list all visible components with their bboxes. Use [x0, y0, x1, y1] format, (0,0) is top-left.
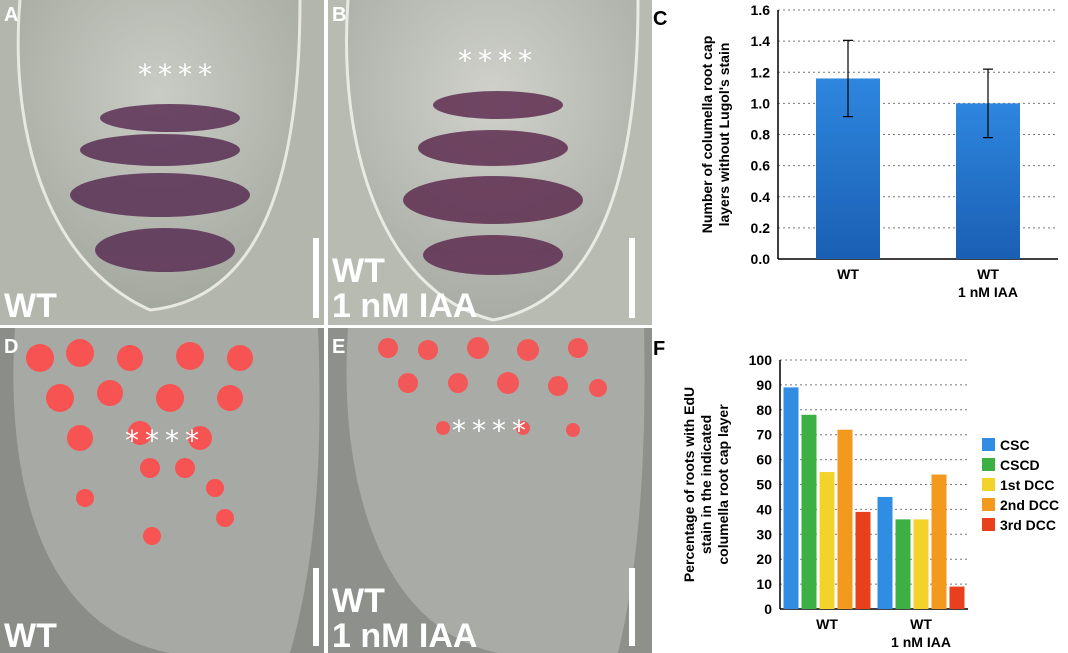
- y-tick-label: 70: [756, 427, 772, 443]
- y-axis-title-line: Number of columella root cap: [699, 36, 715, 234]
- y-tick-label: 1.4: [751, 33, 771, 49]
- panel-label-d: D: [4, 336, 19, 358]
- legend-label: 1st DCC: [1000, 477, 1054, 493]
- bar-2nd-dcc: [931, 474, 947, 609]
- panel-d-micrograph: D **** WT: [0, 328, 324, 653]
- legend-label: CSCD: [1000, 457, 1040, 473]
- chart-c: 0.0 0.2 0.4 0.6 0.8 1.0 1.2 1.4 1.6 WT WT 1 nM IAA N…: [699, 2, 1058, 300]
- y-tick-label: 40: [756, 501, 772, 517]
- scale-bar: [313, 568, 319, 646]
- y-tick-label: 80: [756, 402, 772, 418]
- y-tick-label: 1.0: [751, 95, 771, 111]
- panel-label-c: C: [653, 8, 668, 30]
- y-tick-label: 30: [756, 526, 772, 542]
- condition-label: WT: [4, 617, 57, 653]
- stem-cell-marker-stars: ****: [138, 58, 218, 91]
- condition-label-line2: 1 nM IAA: [332, 287, 478, 325]
- y-tick-label: 0.8: [751, 127, 771, 143]
- panel-label-a: A: [4, 4, 19, 26]
- condition-label: WT: [4, 287, 57, 325]
- root-tip-image-a: [0, 0, 324, 325]
- stem-cell-marker-stars: ****: [458, 44, 538, 77]
- y-tick-label: 1.6: [751, 2, 771, 18]
- stem-cell-marker-stars: ****: [125, 424, 205, 457]
- y-tick-label: 20: [756, 551, 772, 567]
- legend-label: 3rd DCC: [1000, 517, 1056, 533]
- bar-1st-dcc: [913, 519, 929, 609]
- panel-a-micrograph: A **** WT: [0, 0, 324, 325]
- y-axis-title: Number of columella root cap layers witho…: [699, 36, 732, 234]
- bar-cscd: [895, 519, 911, 609]
- root-tip-image-b: [328, 0, 652, 325]
- bar-3rd-dcc: [949, 586, 965, 609]
- legend-swatch: [982, 498, 995, 511]
- legend-label: CSC: [1000, 437, 1030, 453]
- y-axis-title-line: stain in the indicated: [698, 415, 714, 554]
- condition-label-line1: WT: [332, 582, 385, 620]
- legend-swatch: [982, 458, 995, 471]
- y-tick-label: 0.4: [751, 189, 771, 205]
- x-tick-label: 1 nM IAA: [958, 284, 1018, 300]
- bar-csc: [783, 387, 799, 609]
- y-tick-label: 90: [756, 377, 772, 393]
- x-tick-label: WT: [816, 616, 838, 632]
- panel-b-micrograph: B **** WT 1 nM IAA: [328, 0, 652, 325]
- y-tick-label: 0.2: [751, 220, 771, 236]
- y-tick-label: 1.2: [751, 64, 771, 80]
- root-tip-image-d: [0, 328, 324, 653]
- bar-1st-dcc: [819, 472, 835, 609]
- bar-2nd-dcc: [837, 429, 853, 609]
- legend-swatch: [982, 478, 995, 491]
- panel-e-micrograph: E **** WT 1 nM IAA: [328, 328, 652, 653]
- y-tick-label: 0.0: [751, 251, 771, 267]
- y-axis-title-line: Percentage of roots with EdU: [681, 387, 697, 582]
- y-axis-title-line: columella root cap layer: [715, 404, 731, 565]
- x-tick-label: WT: [910, 616, 932, 632]
- legend-swatch: [982, 438, 995, 451]
- panel-label-b: B: [332, 4, 347, 26]
- legend-swatch: [982, 518, 995, 531]
- scale-bar: [313, 238, 319, 318]
- legend-label: 2nd DCC: [1000, 497, 1059, 513]
- y-tick-label: 0: [764, 601, 772, 617]
- y-tick-label: 100: [749, 352, 773, 368]
- chart-f: 0 10 20 30 40 50 60 70 80 90 100 WT WT 1 nM IAA Percen…: [681, 352, 1059, 650]
- y-axis-title: Percentage of roots with EdU stain in the…: [681, 387, 731, 582]
- y-tick-label: 50: [756, 477, 772, 493]
- y-tick-label: 10: [756, 576, 772, 592]
- y-tick-label: 0.6: [751, 158, 771, 174]
- legend: CSC CSCD 1st DCC 2nd DCC 3rd DCC: [982, 437, 1059, 533]
- condition-label-line1: WT: [332, 252, 385, 290]
- panel-label-e: E: [332, 336, 346, 358]
- scale-bar: [629, 568, 635, 646]
- panel-label-f: F: [653, 338, 666, 360]
- x-tick-label: 1 nM IAA: [891, 634, 951, 650]
- scale-bar: [629, 238, 635, 318]
- y-axis-title-line: layers without Lugol's stain: [716, 43, 732, 227]
- bar-cscd: [801, 414, 817, 609]
- root-tip-image-e: [328, 328, 652, 653]
- stem-cell-marker-stars: ****: [452, 414, 532, 447]
- bar-csc: [877, 496, 893, 609]
- x-tick-label: WT: [837, 266, 859, 282]
- bar-3rd-dcc: [855, 511, 871, 609]
- condition-label-line2: 1 nM IAA: [332, 617, 478, 653]
- x-tick-label: WT: [977, 266, 999, 282]
- y-tick-label: 60: [756, 452, 772, 468]
